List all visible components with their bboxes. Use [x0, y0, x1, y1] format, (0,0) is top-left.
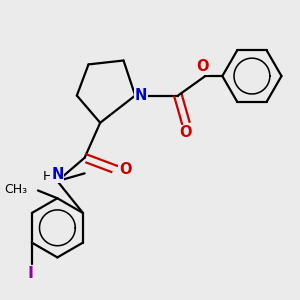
Text: I: I	[27, 266, 33, 281]
Text: O: O	[196, 59, 209, 74]
Text: N: N	[134, 88, 147, 103]
Text: O: O	[179, 125, 192, 140]
Text: N: N	[51, 167, 64, 182]
Text: CH₃: CH₃	[5, 183, 28, 196]
Text: H: H	[42, 170, 52, 183]
Text: O: O	[119, 162, 131, 177]
